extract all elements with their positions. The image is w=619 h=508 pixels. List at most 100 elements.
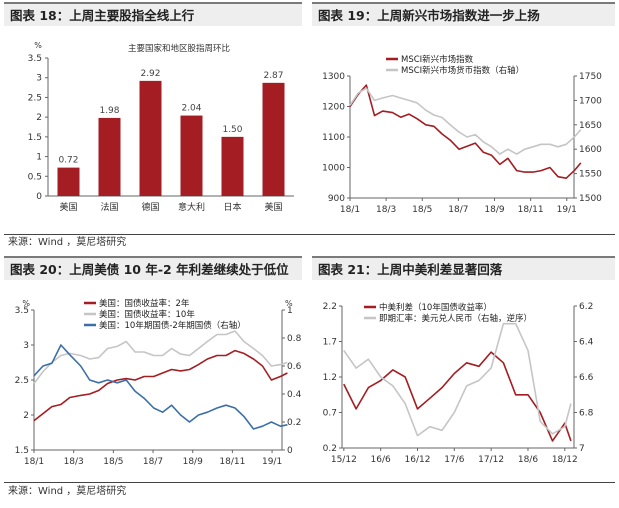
chart-20-y2-tick-label: 0	[287, 446, 293, 456]
chart-19-x-tick-label: 18/1	[340, 205, 360, 215]
chart-20-x-tick-label: 18/3	[64, 457, 84, 467]
chart-19-x-tick-label: 18/11	[518, 205, 544, 215]
chart-21-y-tick-label: 2.2	[323, 302, 337, 312]
chart-18-x-tick-label-5: 美国	[264, 201, 282, 213]
chart-20-y-tick-label: 3.5	[15, 306, 29, 316]
chart-19-y-tick-label: 900	[328, 194, 345, 204]
chart-21-y2-tick-label: 6.2	[579, 302, 593, 312]
chart-21-x-tick-label: 16/12	[405, 455, 431, 465]
chart-19-x-tick-label: 19/1	[557, 205, 577, 215]
chart-18-x-tick-label-3: 意大利	[178, 201, 205, 213]
chart-19-legend-label-0: MSCI新兴市场指数	[401, 54, 474, 65]
chart-18-bar-4	[221, 136, 244, 196]
chart-20-series-line-2	[33, 344, 288, 430]
chart-18-y-tick-label: 1.5	[28, 133, 42, 143]
chart-19-legend-label-1: MSCI新兴市场货币指数（右轴）	[401, 65, 524, 76]
chart-18-data-label-1: 1.98	[99, 106, 119, 116]
chart-21-x-tick-label: 18/12	[552, 455, 578, 465]
chart-21-y2-tick-label: 6.4	[579, 338, 594, 348]
chart-19-y2-tick-label: 1600	[579, 145, 602, 155]
source-note-bottom: 来源：Wind ，莫尼塔研究	[8, 486, 127, 497]
chart-20-unit: %	[22, 299, 30, 308]
chart-20-x-tick-label: 18/9	[183, 457, 203, 467]
chart-18-y-tick-label: 1	[36, 153, 42, 163]
chart-18-bar-2	[139, 80, 162, 196]
chart-18-bar-5	[262, 82, 285, 196]
chart-18-data-label-0: 0.72	[58, 156, 78, 166]
chart-18-x-tick-label-0: 美国	[59, 201, 77, 213]
chart-20-y-tick-label: 3	[23, 341, 29, 351]
chart-18-x-tick-label-4: 日本	[223, 201, 241, 213]
chart-20-x-tick-label: 19/1	[262, 457, 282, 467]
chart-21-y-tick-label: 1.2	[323, 373, 337, 383]
chart-21-y2-tick-label: 7	[579, 444, 585, 454]
chart-18-bar-0	[57, 167, 80, 196]
chart-18-y-tick-label: 2.5	[28, 93, 42, 103]
chart-18-data-label-4: 1.50	[222, 125, 242, 135]
chart-20-y-tick-label: 2.5	[15, 376, 29, 386]
chart-18-y-tick-label: 3.5	[28, 54, 42, 64]
chart-18-y-tick-label: 3	[36, 74, 42, 84]
chart-20-title: 图表 20：上周美债 10 年-2 年利差继续处于低位	[4, 256, 302, 280]
chart-19-title: 图表 19：上周新兴市场指数进一步上扬	[312, 2, 615, 26]
chart-18-x-tick-label-1: 法国	[100, 201, 118, 213]
chart-20-y-tick-label: 1.5	[15, 446, 29, 456]
chart-19-series-line-0	[349, 84, 582, 179]
chart-18-bar-3	[180, 115, 203, 196]
chart-18-data-label-5: 2.87	[263, 71, 283, 81]
chart-19-x-tick-label: 18/7	[448, 205, 468, 215]
chart-20-y2-tick-label: 0.8	[287, 334, 302, 344]
chart-21-series-line-0	[343, 351, 572, 442]
chart-21-y-tick-label: 0.7	[323, 409, 337, 419]
chart-20-series-line-1	[33, 330, 288, 384]
chart-19-x-tick-label: 18/9	[484, 205, 504, 215]
chart-19-y-tick-label: 1000	[322, 164, 345, 174]
chart-19-y-tick-label: 1100	[322, 133, 345, 143]
source-note-top: 来源：Wind ，莫尼塔研究	[8, 237, 127, 248]
chart-19: 900 1000 1100 1200 1300 1500 1550 1600 1650 1700 1…	[322, 54, 602, 215]
chart-21-x-tick-label: 18/6	[518, 455, 538, 465]
chart-21-legend-label-1: 即期汇率：美元兑人民币（右轴，逆序）	[379, 313, 532, 324]
chart-19-y2-tick-label: 1750	[579, 72, 602, 82]
chart-20-legend-label-2: 美国：10年期国债-2年期国债（右轴）	[99, 320, 246, 331]
chart-21-x-tick-label: 17/12	[478, 455, 504, 465]
chart-19-series-line-1	[349, 87, 582, 155]
chart-20-legend-label-0: 美国：国债收益率：2年	[99, 298, 190, 309]
chart-18-title: 图表 18：上周主要股指全线上行	[4, 2, 302, 26]
chart-21-y2-tick-label: 6.8	[579, 409, 594, 419]
chart-19-x-tick-label: 18/5	[412, 205, 432, 215]
chart-18-bar-1	[98, 117, 121, 196]
chart-20: 1.5 2 2.5 3 3.5 0 0.2 0.4 0.6 0.8 1 18/1 18/3 18/5 18/…	[15, 298, 302, 467]
chart-18-y-tick-label: 0.5	[28, 172, 42, 182]
chart-20-y2-tick-label: 0.2	[287, 418, 301, 428]
chart-20-y2-tick-label: 0.6	[287, 362, 302, 372]
chart-21-x-tick-label: 16/6	[371, 455, 391, 465]
chart-18-x-tick-label-2: 德国	[141, 201, 159, 213]
chart-19-y2-tick-label: 1700	[579, 96, 602, 106]
chart-20-x-tick-label: 18/11	[219, 457, 245, 467]
chart-19-y2-tick-label: 1500	[579, 194, 602, 204]
chart-20-x-tick-label: 18/7	[143, 457, 163, 467]
chart-20-series-line-0	[33, 349, 288, 422]
chart-20-x-tick-label: 18/5	[103, 457, 123, 467]
chart-21-y-tick-label: 0.2	[323, 444, 337, 454]
chart-18-y-tick-label: 2	[36, 113, 42, 123]
chart-19-x-tick-label: 18/3	[376, 205, 396, 215]
chart-21-title: 图表 21：上周中美利差显著回落	[312, 256, 615, 280]
chart-20-y2-tick-label: 1	[287, 306, 293, 316]
chart-18-data-label-2: 2.92	[140, 69, 160, 79]
chart-20-y2-unit: %	[285, 299, 293, 308]
chart-20-y-tick-label: 2	[23, 411, 29, 421]
chart-18-unit: %	[34, 41, 42, 50]
chart-21-legend-label-0: 中美利差（10年国债收益率）	[379, 302, 492, 313]
chart-20-y2-tick-label: 0.4	[287, 390, 302, 400]
divider-bottom	[4, 482, 615, 483]
chart-19-y-tick-label: 1200	[322, 103, 345, 113]
chart-18-y-tick-label: 0	[36, 192, 42, 202]
chart-18-subtitle: 主要国家和地区股指周环比	[128, 43, 230, 54]
chart-20-x-tick-label: 18/1	[24, 457, 44, 467]
chart-21-y-tick-label: 1.7	[323, 338, 337, 348]
chart-18: 主要国家和地区股指周环比% 0 0.5 1 1.5 2 2.5 3 3.5 0.72 美国 1.98 法…	[28, 41, 294, 213]
chart-21-y2-tick-label: 6.6	[579, 373, 594, 383]
